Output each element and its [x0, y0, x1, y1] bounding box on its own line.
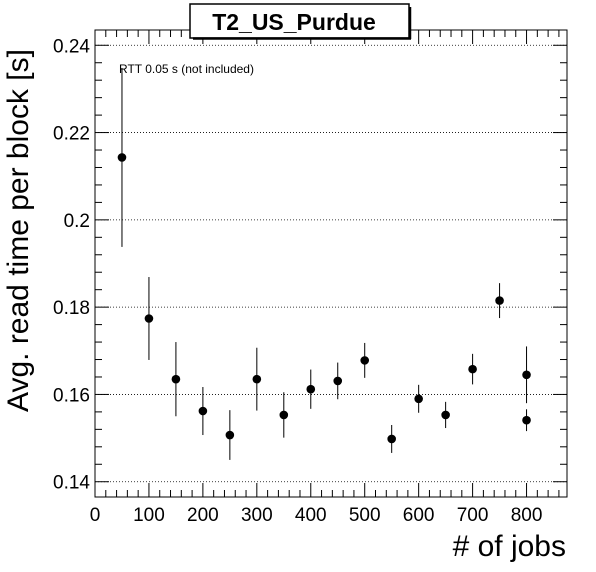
data-point [468, 353, 477, 385]
x-tick-label: 300 [241, 505, 273, 526]
grid-lines [95, 44, 567, 483]
data-marker [117, 153, 127, 162]
data-point [117, 67, 127, 247]
x-tick-label: 700 [457, 505, 489, 526]
data-marker [360, 356, 370, 365]
title-box: T2_US_Purdue [189, 3, 412, 40]
data-point [387, 424, 396, 453]
y-tick-label: 0.14 [53, 473, 90, 494]
data-point [333, 362, 343, 400]
data-marker [279, 410, 289, 420]
x-tick-label: 400 [295, 505, 327, 526]
data-marker [306, 384, 316, 394]
data-point [252, 347, 262, 411]
data-marker [171, 374, 181, 384]
data-marker [333, 376, 343, 386]
data-points [117, 67, 531, 460]
data-point [522, 346, 531, 404]
data-marker [495, 296, 504, 305]
data-marker [522, 415, 531, 425]
data-point [414, 384, 423, 413]
data-marker [522, 370, 531, 380]
tick-labels: 0.14 0.16 0.18 0.2 0.22 0.24 0 100 200 300 400 500 6… [53, 36, 542, 526]
y-tick-label: 0.18 [53, 298, 90, 319]
x-tick-label: 100 [133, 505, 165, 526]
data-marker [468, 364, 477, 374]
data-point [225, 410, 235, 460]
data-marker [387, 434, 396, 444]
y-tick-label: 0.16 [53, 385, 90, 406]
y-axis-label: Avg. read time per block [s] [2, 49, 35, 412]
data-point [441, 401, 450, 429]
y-tick-label: 0.22 [53, 124, 90, 145]
data-point [522, 409, 531, 432]
x-tick-label: 800 [511, 505, 543, 526]
title-box-frame [189, 3, 410, 39]
data-marker [414, 394, 423, 404]
data-marker [225, 430, 235, 440]
y-tick-label: 0.2 [64, 211, 90, 232]
chart-title: T2_US_Purdue [212, 9, 376, 35]
data-marker [252, 374, 262, 384]
data-point [144, 277, 154, 360]
x-tick-label: 500 [349, 505, 381, 526]
data-point [306, 369, 316, 409]
data-point [360, 342, 370, 378]
data-marker [198, 406, 208, 416]
x-tick-label: 600 [403, 505, 435, 526]
rtt-annotation: RTT 0.05 s (not included) [119, 62, 254, 76]
data-point [495, 283, 504, 319]
data-marker [144, 314, 154, 323]
x-tick-label: 200 [187, 505, 219, 526]
x-axis-label: # of jobs [453, 530, 566, 563]
data-point [279, 392, 289, 438]
data-point [198, 387, 208, 436]
data-point [171, 342, 181, 417]
x-tick-label: 0 [90, 505, 101, 526]
data-marker [441, 410, 450, 420]
y-tick-label: 0.24 [53, 36, 90, 57]
